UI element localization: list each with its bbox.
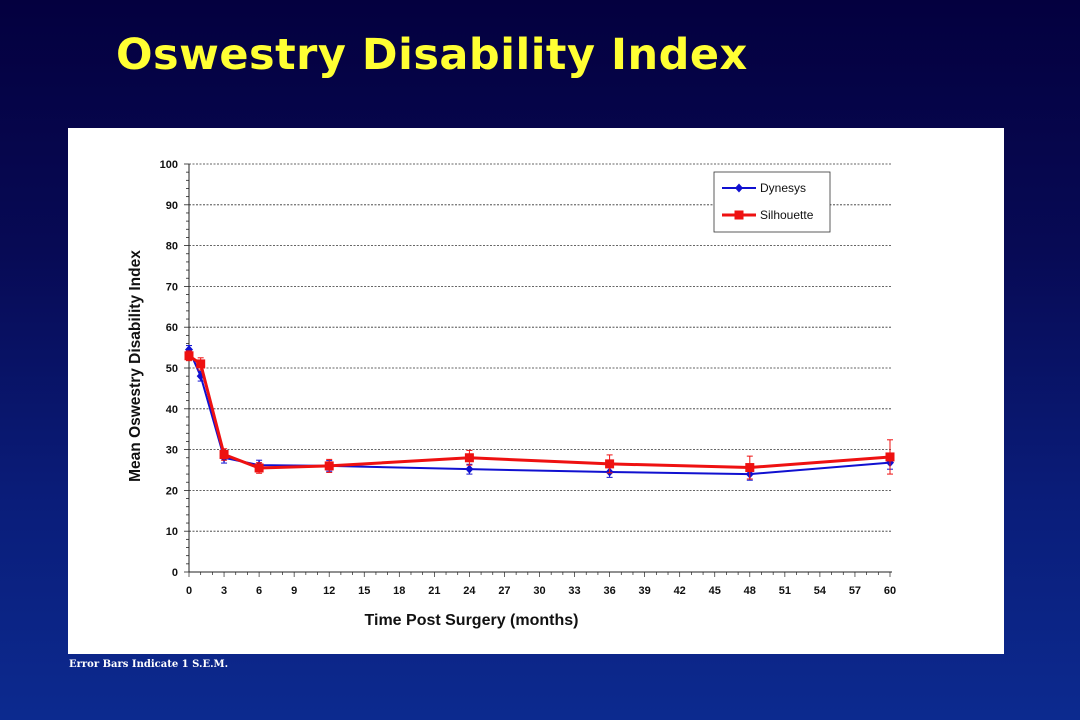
y-tick-label: 90	[166, 200, 178, 212]
silhouette-data-point	[196, 359, 206, 369]
y-tick-label: 20	[166, 485, 178, 497]
y-tick-label: 30	[166, 445, 178, 457]
x-tick-label: 33	[568, 585, 580, 597]
x-tick-label: 6	[256, 585, 262, 597]
chart-panel: 0 10 20 30 40 50 60 70 80 90 100 0 3 6 9 12 15 18 21 24 27 30…	[68, 128, 1004, 654]
slide-title: Oswestry Disability Index	[116, 30, 748, 80]
x-tick-label: 45	[709, 585, 721, 597]
silhouette-data-point	[254, 463, 264, 473]
silhouette-data-point	[605, 459, 615, 469]
legend-box	[713, 171, 831, 233]
x-tick-label: 18	[393, 585, 405, 597]
x-tick-label: 15	[358, 585, 370, 597]
x-tick-label: 27	[498, 585, 510, 597]
x-tick-label: 12	[323, 585, 335, 597]
x-tick-label: 36	[603, 585, 615, 597]
footnote: Error Bars Indicate 1 S.E.M.	[69, 659, 229, 670]
x-tick-label: 48	[744, 585, 756, 597]
y-tick-label: 0	[172, 567, 178, 579]
y-tick-label: 60	[166, 322, 178, 334]
silhouette-data-point	[745, 463, 755, 473]
silhouette-data-point	[464, 453, 474, 463]
y-tick-label: 80	[166, 241, 178, 253]
x-tick-label: 54	[814, 585, 827, 597]
x-axis-label: Time Post Surgery (months)	[365, 612, 579, 629]
y-tick-label: 100	[160, 159, 178, 171]
dynesys-data-point	[465, 464, 474, 474]
y-axis-label: Mean Oswestry Disability Index	[127, 250, 144, 482]
silhouette-data-point	[885, 452, 895, 462]
legend-label-silhouette: Silhouette	[760, 208, 814, 222]
x-tick-label: 60	[884, 585, 896, 597]
x-tick-label: 39	[639, 585, 651, 597]
x-tick-label: 57	[849, 585, 861, 597]
x-tick-label: 0	[186, 585, 192, 597]
x-tick-label: 9	[291, 585, 297, 597]
x-tick-label: 21	[428, 585, 440, 597]
y-tick-label: 70	[166, 281, 178, 293]
silhouette-data-point	[184, 351, 194, 361]
x-tick-label: 51	[779, 585, 791, 597]
y-tick-label: 10	[166, 526, 178, 538]
x-tick-label: 42	[674, 585, 686, 597]
y-tick-label: 40	[166, 404, 178, 416]
silhouette-series-line	[188, 354, 891, 470]
legend-label-dynesys: Dynesys	[760, 181, 806, 195]
legend-marker-silhouette	[734, 210, 744, 220]
x-tick-label: 24	[463, 585, 476, 597]
x-tick-label: 3	[221, 585, 227, 597]
x-tick-label: 30	[533, 585, 545, 597]
dynesys-data-point	[185, 345, 193, 355]
legend-marker-dynesys	[735, 183, 743, 193]
y-tick-label: 50	[166, 363, 178, 375]
silhouette-data-point	[219, 449, 229, 459]
silhouette-data-point	[324, 461, 334, 471]
